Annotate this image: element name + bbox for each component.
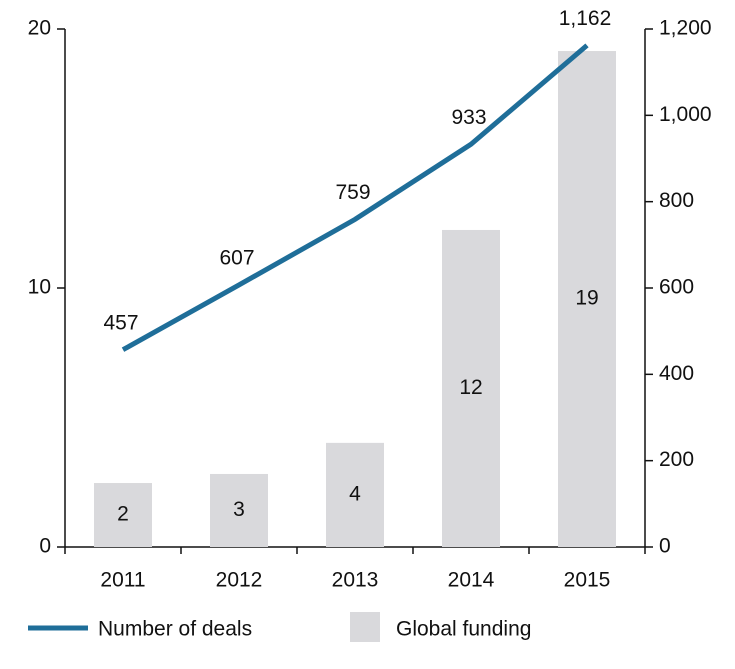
bar-value-label: 3 xyxy=(233,498,245,521)
x-tick-label: 2012 xyxy=(216,569,263,592)
line-value-label: 933 xyxy=(451,106,486,129)
y2-tick-label: 600 xyxy=(659,276,694,299)
y-tick-label: 10 xyxy=(28,276,51,299)
bar xyxy=(442,229,500,547)
legend-swatch xyxy=(350,612,380,642)
bar xyxy=(558,51,616,547)
line-value-label: 607 xyxy=(219,247,254,270)
line-value-label: 457 xyxy=(103,311,138,334)
bar-value-label: 2 xyxy=(117,503,129,526)
legend-label: Number of deals xyxy=(98,618,252,641)
x-tick-label: 2013 xyxy=(332,569,379,592)
y2-tick-label: 800 xyxy=(659,189,694,212)
bar xyxy=(326,442,384,547)
x-tick-label: 2015 xyxy=(564,569,611,592)
y2-tick-label: 1,200 xyxy=(659,17,712,40)
y-tick-label: 0 xyxy=(39,535,51,558)
bar-value-label: 19 xyxy=(575,287,598,310)
y2-tick-label: 200 xyxy=(659,448,694,471)
line-value-label: 1,162 xyxy=(559,7,612,30)
bar xyxy=(94,483,152,547)
line xyxy=(121,43,589,352)
x-tick-label: 2014 xyxy=(448,569,495,592)
y2-tick-label: 0 xyxy=(659,535,671,558)
y-tick-label: 20 xyxy=(28,17,51,40)
bar-value-label: 4 xyxy=(349,482,361,505)
y2-tick-label: 400 xyxy=(659,362,694,385)
x-tick-label: 2011 xyxy=(100,569,145,592)
line-value-label: 759 xyxy=(335,181,370,204)
bar-value-label: 12 xyxy=(459,376,482,399)
y2-tick-label: 1,000 xyxy=(659,103,712,126)
legend-label: Global funding xyxy=(396,618,531,641)
bar xyxy=(210,473,268,547)
